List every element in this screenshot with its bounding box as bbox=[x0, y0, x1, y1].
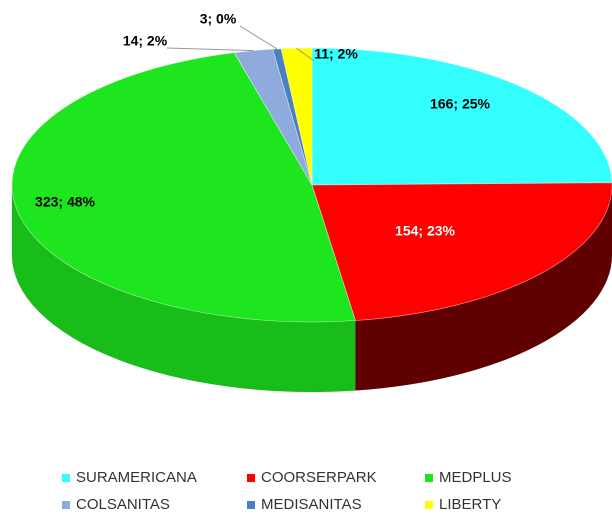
legend-label: LIBERTY bbox=[439, 496, 501, 513]
legend-swatch bbox=[62, 501, 70, 509]
legend-label: MEDISANITAS bbox=[261, 496, 362, 513]
legend-label: COLSANITAS bbox=[76, 496, 170, 513]
data-label: 323; 48% bbox=[35, 194, 95, 210]
legend-swatch bbox=[247, 474, 255, 482]
slice bbox=[311, 47, 612, 186]
leader-line bbox=[239, 25, 278, 50]
legend-swatch bbox=[247, 501, 255, 509]
legend-swatch bbox=[425, 474, 433, 482]
legend-swatch bbox=[425, 501, 433, 509]
slice bbox=[311, 182, 612, 321]
data-label: 14; 2% bbox=[123, 33, 168, 49]
data-label: 154; 23% bbox=[395, 223, 455, 239]
leader-line bbox=[296, 47, 315, 62]
legend-label: SURAMERICANA bbox=[76, 469, 197, 486]
data-label: 3; 0% bbox=[200, 11, 237, 27]
legend-label: COORSERPARK bbox=[261, 469, 377, 486]
legend-label: MEDPLUS bbox=[439, 469, 512, 486]
leader-line bbox=[166, 47, 254, 52]
slice bbox=[11, 52, 356, 323]
data-label: 11; 2% bbox=[314, 46, 358, 62]
data-label: 166; 25% bbox=[430, 96, 490, 112]
legend-swatch bbox=[62, 474, 70, 482]
